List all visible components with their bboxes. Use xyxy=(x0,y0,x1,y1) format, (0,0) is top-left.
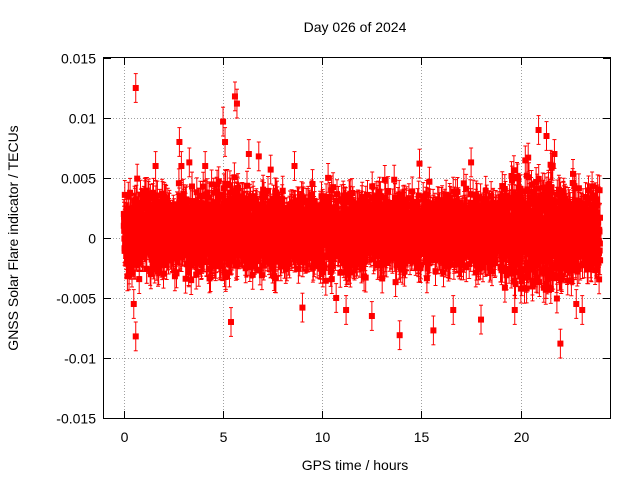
data-point xyxy=(589,193,595,199)
y-tick-label: -0.005 xyxy=(56,291,96,307)
y-tick-label: -0.01 xyxy=(64,351,96,367)
y-tick-label: 0 xyxy=(88,231,96,247)
data-points xyxy=(121,74,603,358)
data-point xyxy=(478,317,484,323)
x-tick-label: 0 xyxy=(121,429,129,445)
data-point xyxy=(133,333,139,339)
data-point xyxy=(202,163,208,169)
data-point xyxy=(131,301,137,307)
data-point xyxy=(573,301,579,307)
data-point xyxy=(450,307,456,313)
y-tick-label: -0.015 xyxy=(56,411,96,427)
data-point xyxy=(299,305,305,311)
data-point xyxy=(417,161,423,167)
data-point xyxy=(121,211,127,217)
data-point xyxy=(544,133,550,139)
data-point xyxy=(268,167,274,173)
x-tick-label: 5 xyxy=(220,429,228,445)
data-point xyxy=(256,153,262,159)
chart-title: Day 026 of 2024 xyxy=(304,19,407,35)
data-point xyxy=(369,313,375,319)
data-point xyxy=(536,127,542,133)
data-point xyxy=(153,163,159,169)
data-point xyxy=(234,101,240,107)
data-point xyxy=(176,139,182,145)
y-tick-label: 0.005 xyxy=(61,171,96,187)
data-point xyxy=(228,319,234,325)
data-point xyxy=(343,307,349,313)
data-point xyxy=(430,327,436,333)
data-point xyxy=(222,139,228,145)
data-point xyxy=(397,332,403,338)
data-point xyxy=(579,307,585,313)
x-tick-label: 10 xyxy=(315,429,331,445)
data-point xyxy=(220,119,226,125)
x-axis-title: GPS time / hours xyxy=(302,457,409,473)
x-tick-label: 20 xyxy=(514,429,530,445)
data-point xyxy=(333,295,339,301)
data-point xyxy=(551,151,557,157)
y-tick-label: 0.015 xyxy=(61,51,96,67)
y-tick-label: 0.01 xyxy=(69,111,96,127)
x-tick-label: 15 xyxy=(414,429,430,445)
data-point xyxy=(468,159,474,165)
data-point xyxy=(512,307,518,313)
data-point xyxy=(291,163,297,169)
data-point xyxy=(557,341,563,347)
data-point xyxy=(178,163,184,169)
data-point xyxy=(246,151,252,157)
data-point xyxy=(186,159,192,165)
data-point xyxy=(133,85,139,91)
y-axis-title: GNSS Solar Flare indicator / TECUs xyxy=(5,125,21,350)
